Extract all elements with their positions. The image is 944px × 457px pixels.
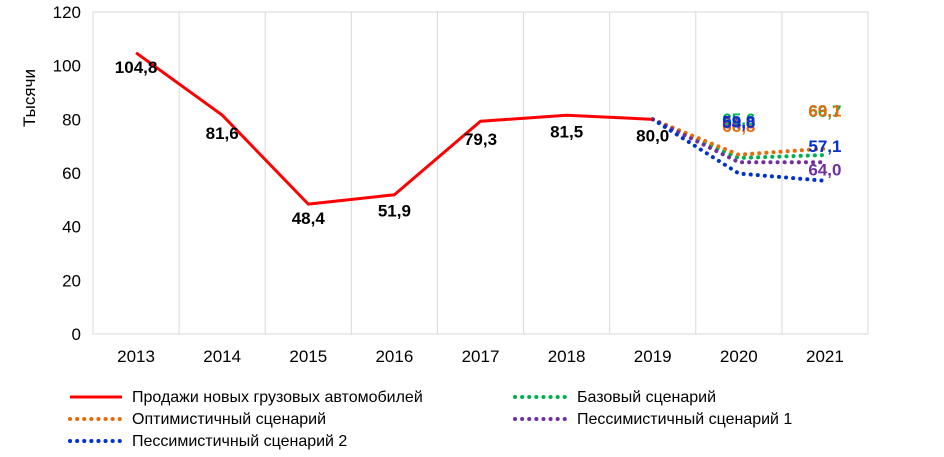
series-line: [650, 117, 827, 183]
y-tick-label: 0: [72, 325, 81, 344]
series-line: [135, 51, 653, 206]
grid-lines: [92, 11, 869, 335]
data-label: 69,1: [808, 102, 841, 121]
data-label: 48,4: [292, 209, 326, 228]
data-label: 64,0: [808, 160, 841, 179]
y-tick-label: 100: [53, 57, 81, 76]
data-label: 66,8: [722, 117, 755, 136]
series-lines: [135, 51, 827, 206]
x-tick-label: 2021: [806, 347, 844, 366]
legend-label: Пессимистичный сценарий 1: [577, 411, 792, 428]
data-label: 64,0: [722, 113, 755, 132]
x-tick-label: 2013: [117, 347, 155, 366]
legend: Продажи новых грузовых автомобилей Базовы…: [68, 389, 792, 450]
x-tick-label: 2018: [548, 347, 586, 366]
x-tick-label: 2016: [375, 347, 413, 366]
y-tick-label: 20: [62, 271, 81, 290]
series-line: [650, 117, 827, 157]
legend-label: Продажи новых грузовых автомобилей: [132, 389, 423, 406]
data-label: 66,7: [808, 102, 841, 121]
y-tick-label: 40: [62, 218, 81, 237]
data-label: 104,8: [115, 58, 158, 77]
data-label: 81,5: [550, 122, 583, 141]
data-labels: 104,8 81,6 48,4 51,9 79,3 81,5 80,0 65,6 66,7 66,…: [115, 58, 842, 228]
series-line: [650, 117, 827, 160]
x-tick-label: 2014: [203, 347, 241, 366]
data-label: 51,9: [378, 202, 411, 221]
y-tick-label: 60: [62, 164, 81, 183]
axes: 0 20 40 60 80 100 120 2013 2014 2015 2016 2017 2018 2…: [20, 3, 844, 366]
x-tick-label: 2019: [634, 347, 672, 366]
legend-label: Пессимистичный сценарий 2: [132, 433, 347, 450]
legend-label: Базовый сценарий: [577, 389, 716, 406]
data-label: 65,6: [722, 110, 755, 129]
legend-label: Оптимистичный сценарий: [132, 411, 326, 428]
plot-area: [92, 11, 869, 335]
data-label: 59,8: [722, 113, 755, 132]
x-tick-label: 2020: [720, 347, 758, 366]
data-label: 57,1: [808, 137, 841, 156]
y-axis-label: Тысячи: [20, 69, 39, 127]
x-tick-label: 2015: [289, 347, 327, 366]
x-tick-label: 2017: [462, 347, 500, 366]
y-tick-label: 120: [53, 3, 81, 22]
data-label: 79,3: [464, 130, 497, 149]
data-label: 81,6: [206, 124, 239, 143]
y-tick-label: 80: [62, 110, 81, 129]
data-label: 80,0: [636, 126, 669, 145]
